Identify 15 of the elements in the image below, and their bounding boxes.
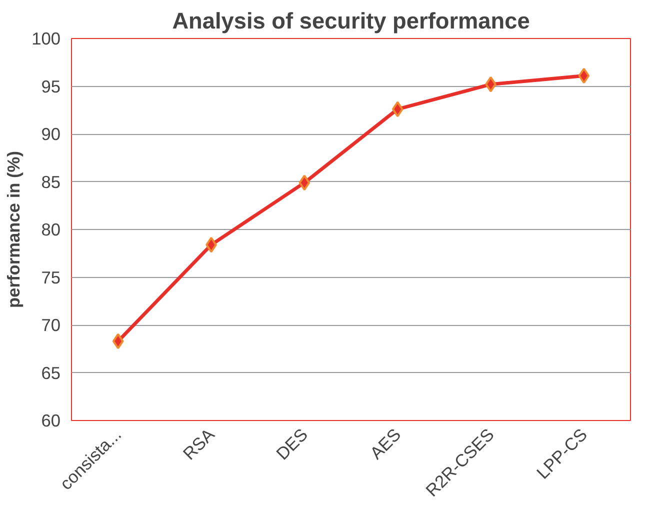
point	[578, 68, 590, 84]
y-tick-label: 85	[41, 172, 61, 192]
y-tick-label: 75	[41, 267, 61, 288]
y-axis-title: performance in (%)	[4, 151, 24, 308]
y-tick-label: 65	[41, 362, 61, 383]
point	[298, 174, 310, 191]
point	[112, 333, 124, 350]
y-tick-label: 60	[41, 410, 61, 430]
point	[392, 101, 404, 118]
y-tick-label: 90	[41, 124, 61, 144]
chart-title: Analysis of security performance	[172, 8, 530, 34]
y-tick-label: 95	[41, 76, 61, 96]
y-tick-label: 70	[41, 315, 61, 335]
y-tick-label: 100	[32, 28, 61, 48]
y-tick-label: 80	[41, 220, 61, 240]
